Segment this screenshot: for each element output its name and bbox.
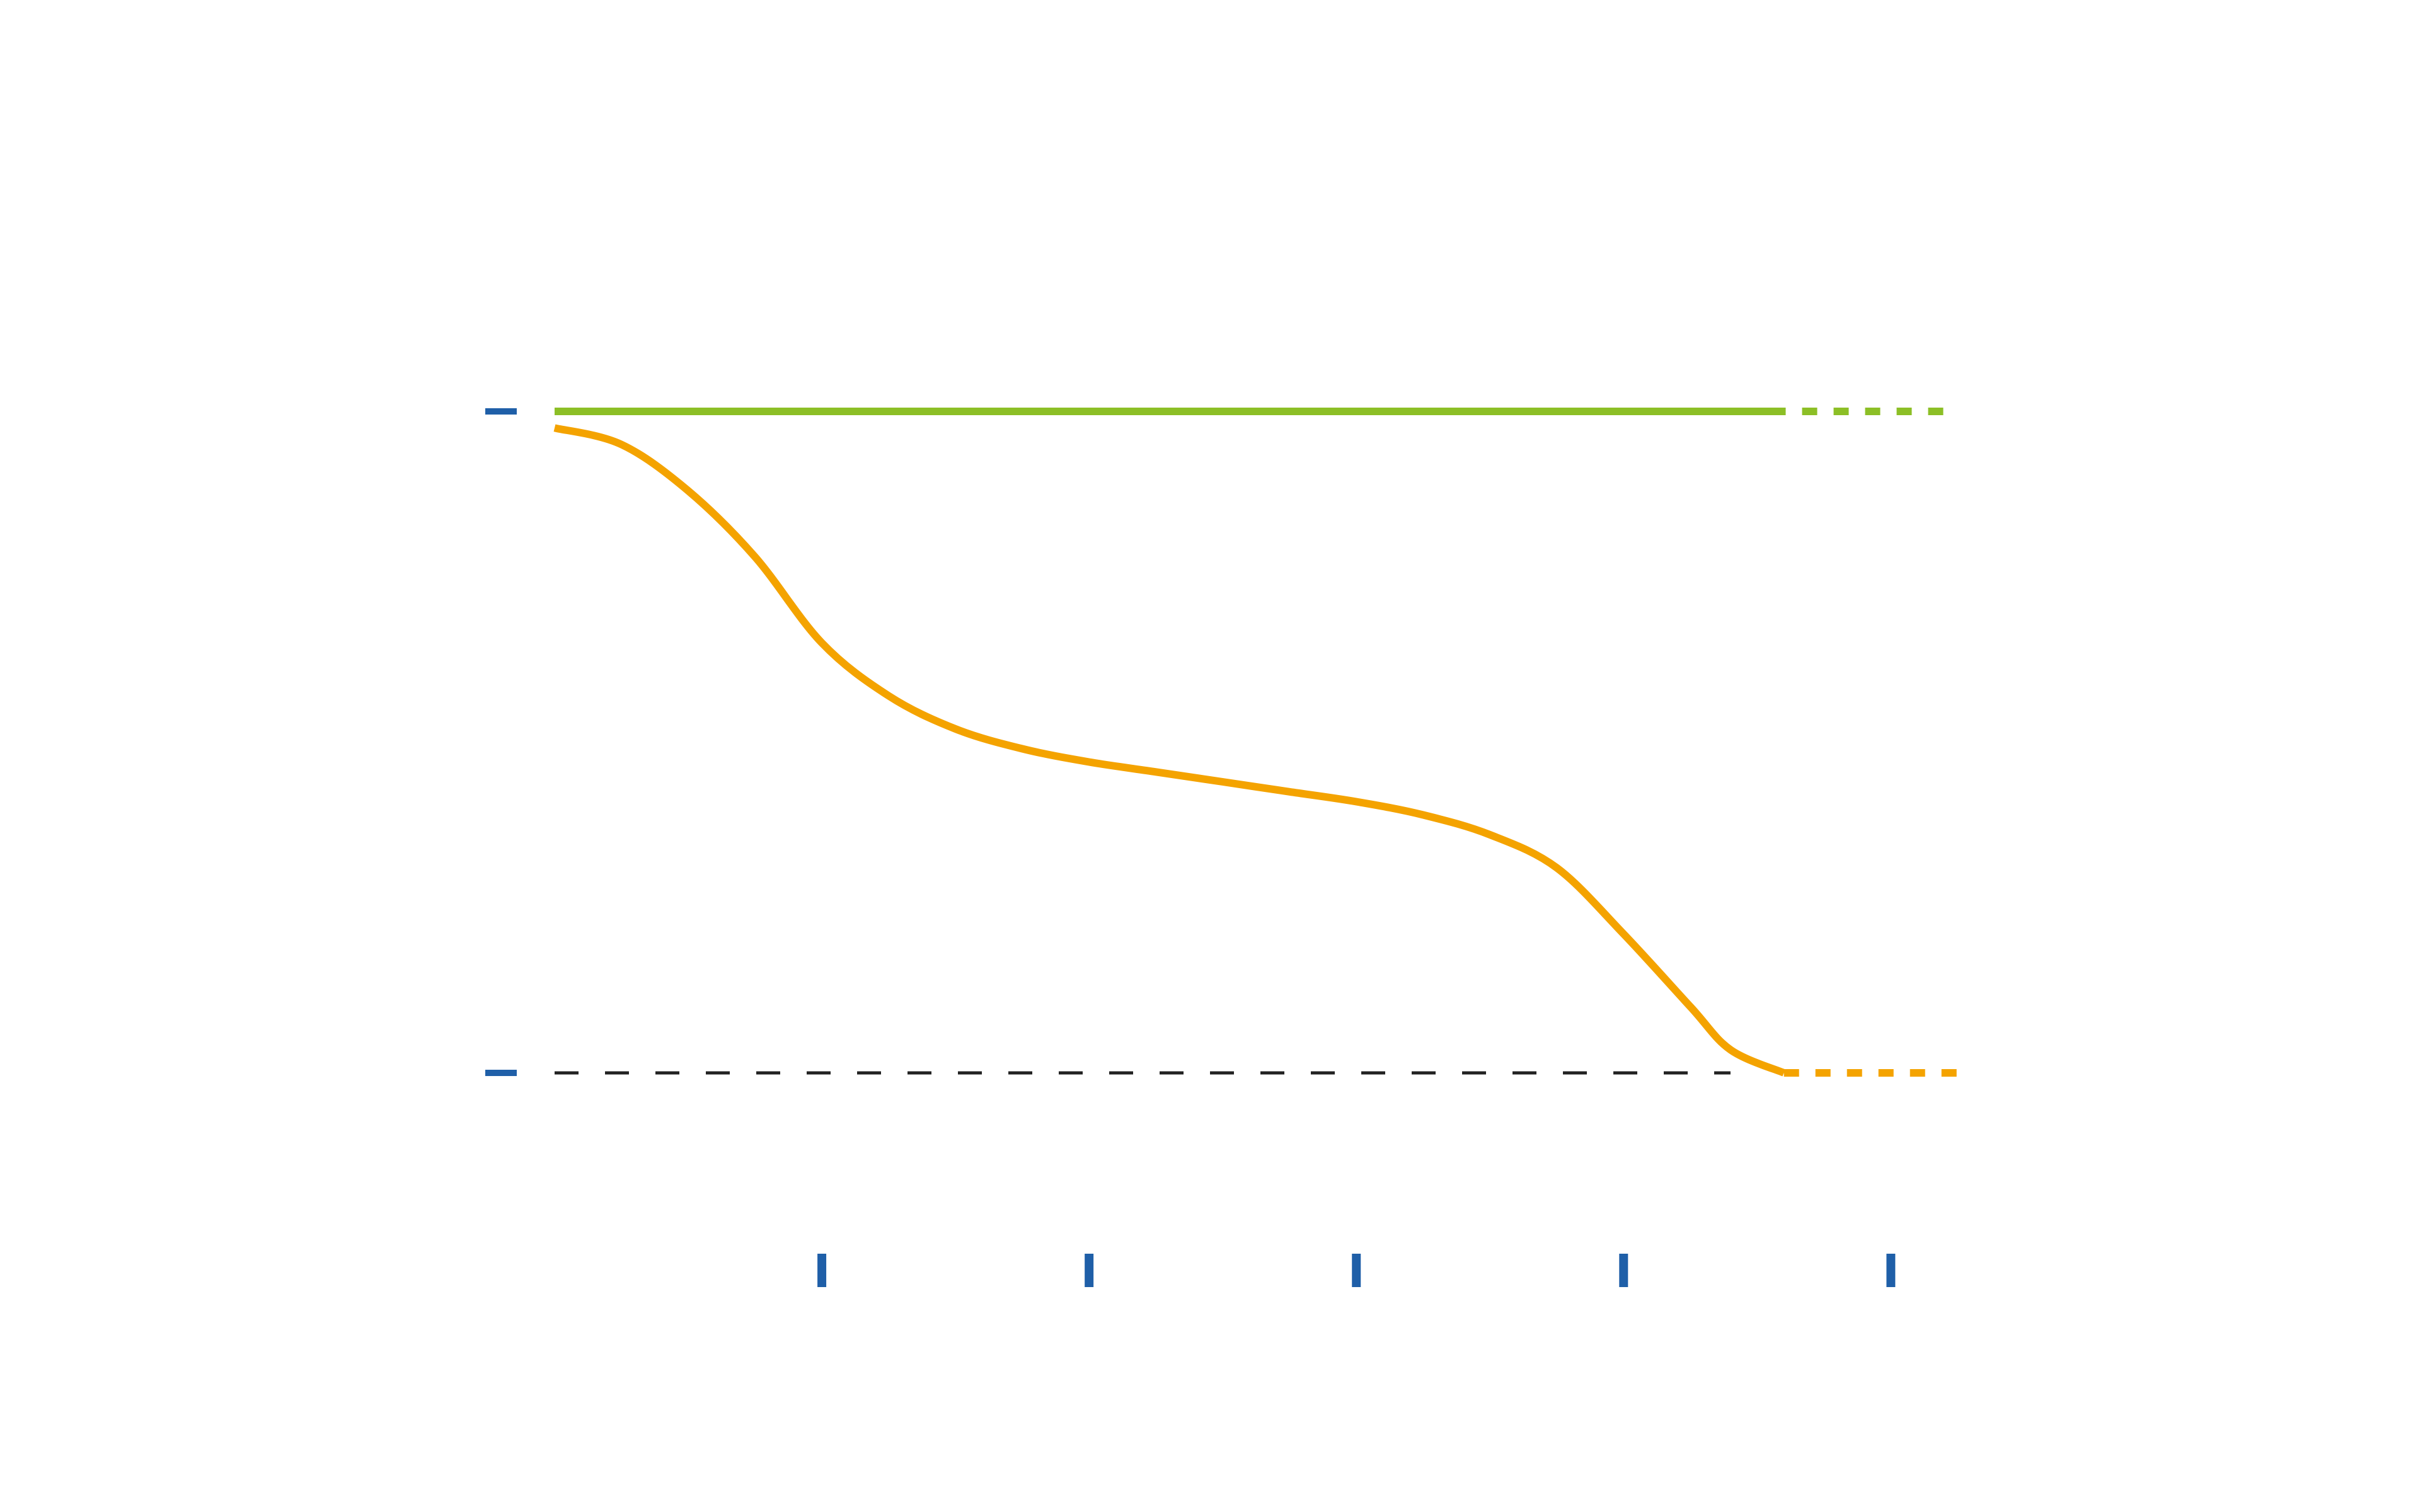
series-line-1 [553, 424, 1786, 1077]
